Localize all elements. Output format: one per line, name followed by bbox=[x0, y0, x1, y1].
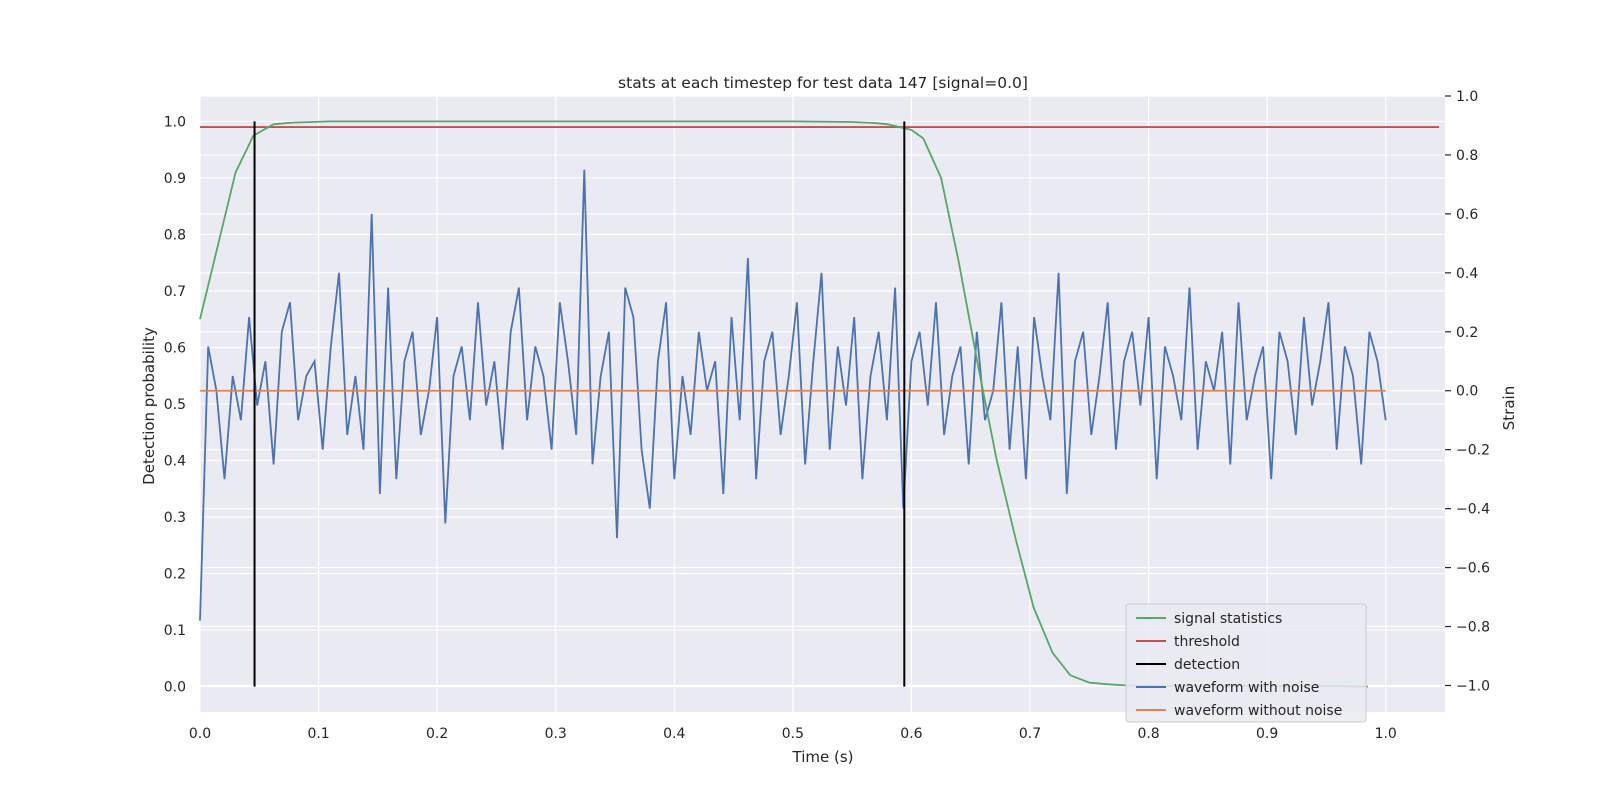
x-tick-label: 0.7 bbox=[1019, 726, 1041, 742]
x-tick-label: 0.6 bbox=[900, 726, 922, 742]
y-tick-label: 0.9 bbox=[164, 171, 186, 187]
y2-tick-label: −0.4 bbox=[1456, 502, 1490, 518]
legend-label: threshold bbox=[1174, 634, 1240, 650]
y2-tick-label: −0.2 bbox=[1456, 443, 1490, 459]
x-tick-label: 0.8 bbox=[1137, 726, 1159, 742]
legend: signal statistics threshold detection wavef… bbox=[1125, 603, 1367, 723]
y2-tick-label: 1.0 bbox=[1456, 89, 1478, 105]
x-tick-label: 0.1 bbox=[307, 726, 329, 742]
y2-axis-label: Strain bbox=[1500, 386, 1518, 430]
y2-tick-label: 0.6 bbox=[1456, 207, 1478, 223]
chart-title: stats at each timestep for test data 147… bbox=[618, 74, 1028, 92]
y-tick-label: 0.3 bbox=[164, 510, 186, 526]
legend-box bbox=[1125, 603, 1367, 723]
legend-label: waveform without noise bbox=[1174, 703, 1342, 719]
y-axis-label: Detection probability bbox=[140, 327, 158, 485]
x-axis: 0.0 0.1 0.2 0.3 0.4 0.5 0.6 0.7 0.8 0.9 1.0 bbox=[189, 726, 1397, 742]
y-tick-label: 1.0 bbox=[164, 114, 186, 130]
x-tick-label: 0.3 bbox=[545, 726, 567, 742]
y2-tick-label: −0.8 bbox=[1456, 620, 1490, 636]
legend-label: waveform with noise bbox=[1174, 680, 1319, 696]
series-waveform-with-noise bbox=[199, 169, 1387, 621]
y-tick-label: 0.7 bbox=[164, 284, 186, 300]
x-axis-label: Time (s) bbox=[792, 748, 854, 766]
x-tick-label: 0.2 bbox=[426, 726, 448, 742]
legend-label: detection bbox=[1174, 657, 1240, 673]
y-tick-label: 0.2 bbox=[164, 567, 186, 583]
series-layer bbox=[199, 120, 1440, 688]
y-axis-right: −1.0 −0.8 −0.6 −0.4 −0.2 0.0 0.2 0.4 0.6 0.8 1.0 bbox=[1445, 89, 1490, 694]
y2-tick-label: 0.4 bbox=[1456, 266, 1478, 282]
y2-tick-label: −0.6 bbox=[1456, 561, 1490, 577]
x-tick-label: 0.0 bbox=[189, 726, 211, 742]
x-tick-label: 0.9 bbox=[1256, 726, 1278, 742]
y-tick-label: 0.5 bbox=[164, 397, 186, 413]
y2-tick-label: 0.2 bbox=[1456, 325, 1478, 341]
y-axis-left: 0.0 0.1 0.2 0.3 0.4 0.5 0.6 0.7 0.8 0.9 1.0 bbox=[164, 114, 186, 695]
x-tick-label: 1.0 bbox=[1375, 726, 1397, 742]
y-tick-label: 0.1 bbox=[164, 623, 186, 639]
y2-tick-label: −1.0 bbox=[1456, 678, 1490, 694]
series-signal-statistics bbox=[199, 120, 1368, 688]
x-tick-label: 0.4 bbox=[663, 726, 685, 742]
y-tick-label: 0.8 bbox=[164, 227, 186, 243]
y2-tick-label: 0.8 bbox=[1456, 148, 1478, 164]
x-tick-label: 0.5 bbox=[782, 726, 804, 742]
y-tick-label: 0.4 bbox=[164, 454, 186, 470]
legend-label: signal statistics bbox=[1174, 611, 1282, 627]
y2-tick-label: 0.0 bbox=[1456, 384, 1478, 400]
y-tick-label: 0.6 bbox=[164, 340, 186, 356]
y-tick-label: 0.0 bbox=[164, 680, 186, 696]
